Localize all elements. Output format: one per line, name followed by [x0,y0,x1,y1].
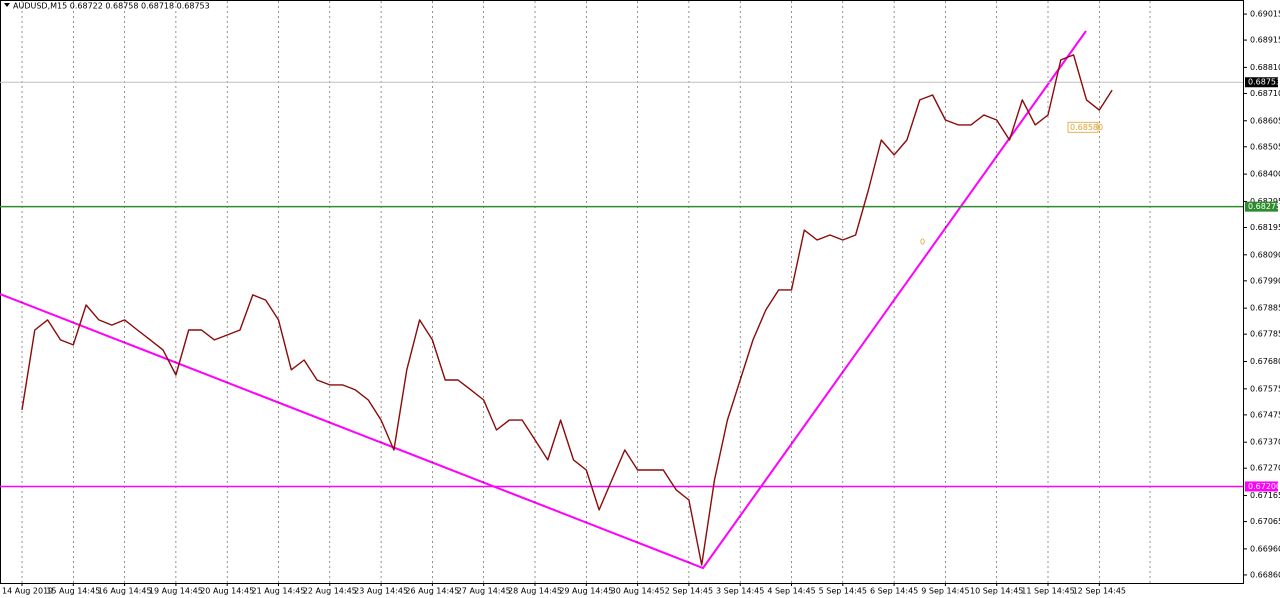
x-tick-label: 27 Aug 14:45 [457,587,511,596]
y-tick-label: 0.68195 [1250,223,1280,232]
x-tick-label: 3 Sep 14:45 [716,587,764,596]
current-price-label: 0.68753 [1248,78,1280,87]
x-tick-label: 30 Aug 14:45 [611,587,665,596]
y-tick-label: 0.66960 [1250,544,1280,553]
x-tick-label: 15 Aug 14:45 [46,587,100,596]
y-tick-label: 0.67370 [1250,438,1280,447]
menu-arrow[interactable] [4,3,10,7]
y-tick-label: 0.69015 [1250,10,1280,19]
price-line [21,54,1113,566]
y-tick-label: 0.66860 [1250,570,1280,579]
y-tick-label: 0.68090 [1250,250,1280,259]
plot-frame [0,0,1244,584]
y-tick-label: 0.68710 [1250,89,1280,98]
x-tick-label: 12 Sep 14:45 [1073,587,1126,596]
y-tick-label: 0.67885 [1250,304,1280,313]
x-tick-label: 5 Sep 14:45 [819,587,867,596]
x-tick-label: 4 Sep 14:45 [767,587,815,596]
y-tick-label: 0.67575 [1250,384,1280,393]
y-tick-label: 0.68605 [1250,116,1280,125]
y-tick-label: 0.67990 [1250,276,1280,285]
y-tick-label: 0.68505 [1250,142,1280,151]
level-label: 0.67200 [1248,482,1280,491]
trend-line [0,30,1087,570]
x-tick-label: 28 Aug 14:45 [508,587,562,596]
y-tick-label: 0.67475 [1250,410,1280,419]
x-tick-label: 20 Aug 14:45 [200,587,254,596]
y-tick-label: 0.68400 [1250,170,1280,179]
x-tick-label: 14 Aug 2019 [2,587,53,596]
x-tick-label: 16 Aug 14:45 [98,587,152,596]
y-tick-label: 0.67065 [1250,517,1280,526]
annotation: 0 [920,238,925,247]
annotation-box [1067,121,1099,133]
level-tag [1245,201,1278,212]
level-tag [1245,481,1278,492]
x-tick-label: 9 Sep 14:45 [921,587,969,596]
annotation: 0.68580 [1070,123,1103,132]
x-tick-label: 22 Aug 14:45 [303,587,357,596]
y-tick-label: 0.68915 [1250,36,1280,45]
price-tag [1245,77,1278,88]
x-tick-label: 26 Aug 14:45 [405,587,459,596]
y-tick-label: 0.67270 [1250,464,1280,473]
x-tick-label: 11 Sep 14:45 [1021,587,1074,596]
y-tick-label: 0.67165 [1250,491,1280,500]
x-tick-label: 10 Sep 14:45 [970,587,1023,596]
chart-title: AUDUSD,M15 0.68722 0.68758 0.68718 0.687… [13,2,210,11]
y-tick-label: 0.68810 [1250,63,1280,72]
x-tick-label: 21 Aug 14:45 [252,587,306,596]
x-tick-label: 2 Sep 14:45 [665,587,713,596]
x-tick-label: 29 Aug 14:45 [559,587,613,596]
level-label: 0.68275 [1248,202,1280,211]
y-tick-label: 0.67680 [1250,357,1280,366]
y-tick-label: 0.67785 [1250,330,1280,339]
y-tick-label: 0.68295 [1250,197,1280,206]
x-tick-label: 23 Aug 14:45 [354,587,408,596]
x-tick-label: 19 Aug 14:45 [149,587,203,596]
x-tick-label: 6 Sep 14:45 [870,587,918,596]
